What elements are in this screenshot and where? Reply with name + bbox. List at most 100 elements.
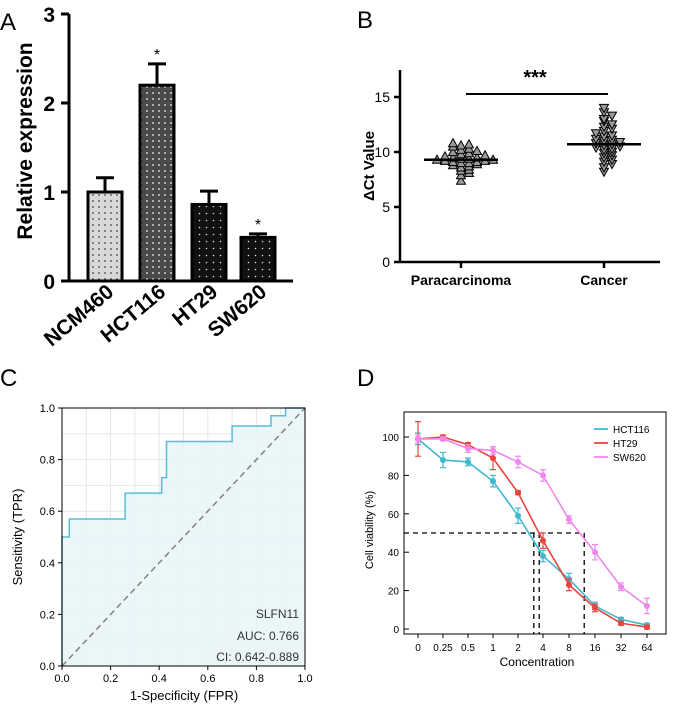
panel-c-xtick-label: 1.0	[297, 673, 312, 685]
panel-d-label: D	[357, 365, 374, 392]
panel-a-bar	[190, 202, 228, 283]
panel-c-xtick-label: 0.6	[200, 673, 215, 685]
panel-d-legend-label: HT29	[613, 439, 638, 450]
panel-d-xtick-label: 2	[515, 643, 521, 654]
panel-b-ylabel: ΔCt Value	[361, 131, 378, 201]
panel-d-ytick-label: 0	[393, 625, 399, 636]
panel-d-ytick-label: 40	[388, 548, 400, 559]
panel-d-ytick-label: 100	[382, 433, 399, 444]
panel-d-data-point	[540, 472, 546, 479]
panel-c-annotation-auc: AUC: 0.766	[237, 629, 299, 643]
panel-d-xtick-label: 0	[415, 643, 421, 654]
panel-d-xtick-label: 0.25	[433, 643, 453, 654]
panel-d-data-point	[566, 516, 572, 523]
panel-d-data-point	[490, 447, 496, 454]
panel-b-data-point	[447, 146, 459, 157]
panel-d-xlabel: Concentration	[500, 655, 575, 669]
panel-b-label: B	[357, 7, 373, 34]
panel-c: C 0.00.0 0.2 0.2 0.4 0.4 0.6 0.6 0.8 0.8 1.0 1.0 S…	[0, 365, 313, 703]
panel-d-series-curve	[417, 438, 648, 626]
panel-b-data-point	[590, 129, 602, 139]
panel-b-data-point	[598, 103, 610, 114]
panel-b-data-point	[455, 175, 467, 185]
panel-d-legend-label: HCT116	[613, 425, 650, 436]
panel-d-data-point	[592, 604, 598, 611]
panel-c-diagonal	[61, 407, 306, 667]
panel-d-data-point	[566, 581, 572, 588]
panel-b-data-point	[447, 137, 459, 148]
panel-c-ytick-label: 0.8	[40, 455, 55, 467]
panel-b-ytick-label: 15	[374, 89, 390, 105]
panel-d-xtick-label: 0.5	[461, 643, 475, 654]
panel-b-data-point	[614, 138, 626, 148]
panel-c-xtick-label: 0.8	[249, 673, 264, 685]
panel-d-series-curve	[417, 436, 648, 628]
panel-d-ytick-label: 60	[388, 510, 400, 521]
panel-c-ytick-label: 0.4	[40, 558, 55, 570]
panel-d-frame	[403, 411, 667, 635]
panel-a-ytick-label: 2	[43, 93, 55, 116]
panel-d-data-point	[415, 435, 421, 442]
panel-b-data-point	[463, 138, 475, 149]
panel-b-ytick-label: 10	[374, 144, 390, 160]
panel-d-data-point	[490, 455, 496, 462]
panel-c-ytick-label: 0.2	[40, 609, 55, 621]
panel-c-xtick-label: 0.4	[152, 673, 167, 685]
panel-d-data-point	[540, 553, 546, 560]
panel-a-significance: *	[154, 47, 160, 64]
panel-b-data-point	[606, 111, 618, 122]
panel-b-data-point	[455, 139, 467, 150]
panel-d-data-point	[618, 620, 624, 627]
panel-d-data-point	[515, 489, 521, 496]
panel-d-xtick-label: 1	[490, 643, 496, 654]
panel-b-category-label: Cancer	[580, 272, 628, 288]
panel-d-xtick-label: 4	[540, 643, 546, 654]
panel-b-ytick-label: 0	[382, 254, 390, 270]
panel-d-xtick-label: 32	[615, 643, 627, 654]
panel-a-significance: *	[255, 217, 261, 234]
panel-a-ytick-label: 1	[43, 182, 55, 205]
panel-a-ylabel: Relative expression	[14, 42, 37, 239]
panel-c-xtick-label: 0.0	[54, 673, 69, 685]
panel-d-legend-label: SW620	[613, 453, 646, 464]
panel-b-ytick-label: 5	[382, 199, 390, 215]
panel-d: D 0 20 40 60 80 100 0 0.25 0.5 1 2 4 8 16 32 64 Cell vi…	[357, 365, 667, 669]
panel-d-data-point	[540, 537, 546, 544]
panel-a-label: A	[0, 9, 16, 36]
panel-d-data-point	[490, 478, 496, 485]
panel-c-roc-curve	[61, 407, 305, 666]
panel-c-ytick-label: 0.0	[40, 661, 55, 673]
panel-c-annotation-gene: SLFN11	[256, 607, 299, 621]
panel-d-xtick-label: 16	[589, 643, 601, 654]
panel-a-bar	[86, 190, 124, 283]
panel-d-ytick-label: 20	[388, 587, 400, 598]
panel-c-ytick-label: 1.0	[40, 403, 55, 415]
panel-a-ytick-label: 0	[43, 271, 55, 294]
panel-c-xtick-label: 0.2	[103, 673, 118, 685]
panel-a-ytick-label: 3	[43, 4, 55, 27]
panel-d-xtick-label: 64	[641, 643, 653, 654]
panel-d-data-point	[440, 457, 446, 464]
panel-d-data-point	[515, 512, 521, 519]
panel-d-data-point	[618, 583, 624, 590]
panel-b-category-label: Paracarcinoma	[411, 272, 512, 288]
panel-d-ytick-label: 80	[388, 471, 400, 482]
panel-d-xtick-label: 8	[566, 643, 572, 654]
panel-b-significance: ***	[523, 67, 547, 89]
panel-d-ylabel: Cell viability (%)	[364, 491, 376, 569]
panel-d-data-point	[515, 458, 521, 465]
panel-d-series-curve	[418, 438, 648, 607]
panel-c-ytick-label: 0.6	[40, 506, 55, 518]
panel-d-data-point	[465, 445, 471, 452]
panel-b: B ΔCt Value 0 5 10 15 Paracarcinoma Cancer *…	[357, 7, 660, 288]
panel-c-annotation-ci: CI: 0.642-0.889	[216, 650, 299, 664]
panel-c-xlabel: 1-Specificity (FPR)	[130, 688, 238, 703]
panel-d-data-point	[465, 458, 471, 465]
panel-c-frame	[61, 407, 306, 667]
panel-a-bar	[239, 235, 277, 283]
panel-c-ylabel: Sensitivity (TPR)	[10, 489, 25, 586]
panel-a-bar	[138, 83, 176, 283]
panel-d-data-point	[440, 435, 446, 442]
